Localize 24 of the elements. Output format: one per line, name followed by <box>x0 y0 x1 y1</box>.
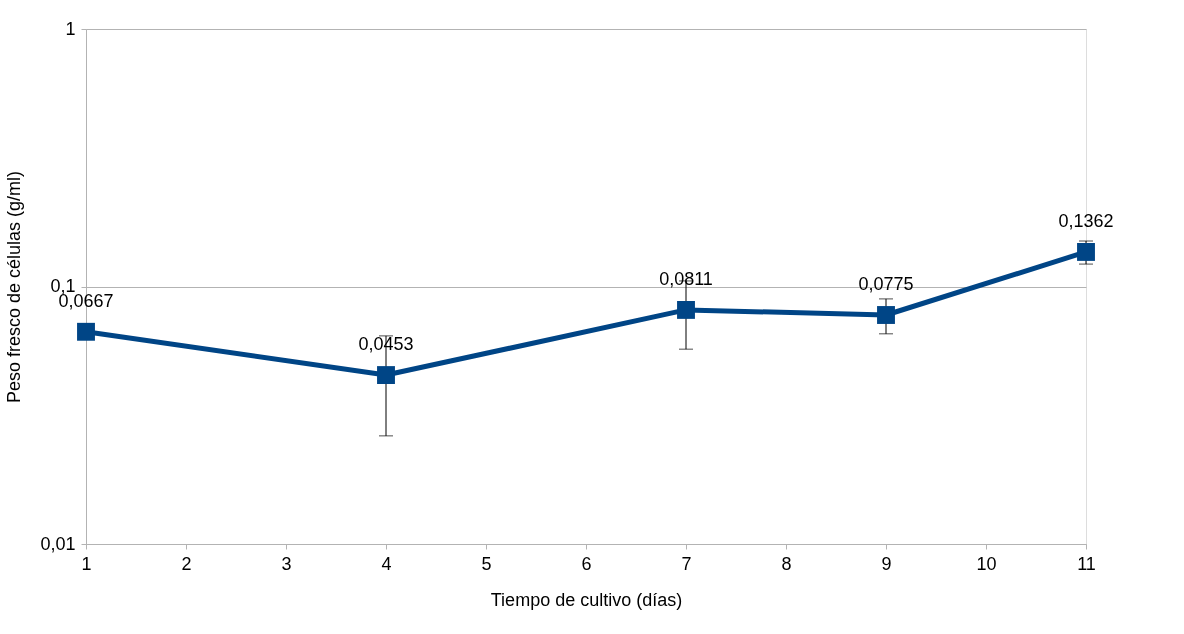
point <box>677 300 695 319</box>
x-tick-label: 8 <box>781 553 792 574</box>
data-label: 0,0453 <box>358 334 414 355</box>
point <box>377 366 395 384</box>
x-tick-label: 4 <box>381 553 392 574</box>
x-tick-label: 5 <box>481 553 492 574</box>
point <box>77 322 95 341</box>
x-axis-title: Tiempo de cultivo (días) <box>490 589 683 610</box>
y-axis-title: Peso fresco de células (g/ml) <box>4 170 25 404</box>
x-tick-label: 10 <box>976 553 997 574</box>
x-tick-label: 1 <box>81 553 92 574</box>
x-tick-label: 9 <box>881 553 892 574</box>
y-tick-label: 0,01 <box>40 533 76 554</box>
x-tick-label: 7 <box>681 553 692 574</box>
data-label: 0,0811 <box>659 268 713 289</box>
x-tick-label: 3 <box>281 553 292 574</box>
x-tick-label: 11 <box>1077 553 1096 574</box>
x-tick-label: 6 <box>581 553 592 574</box>
data-label: 0,0775 <box>858 274 914 294</box>
data-label: 0,1362 <box>1058 210 1114 231</box>
point <box>877 306 895 324</box>
x-tick-label: 2 <box>181 553 192 574</box>
point <box>1077 243 1095 261</box>
y-tick-label: 1 <box>65 18 76 39</box>
